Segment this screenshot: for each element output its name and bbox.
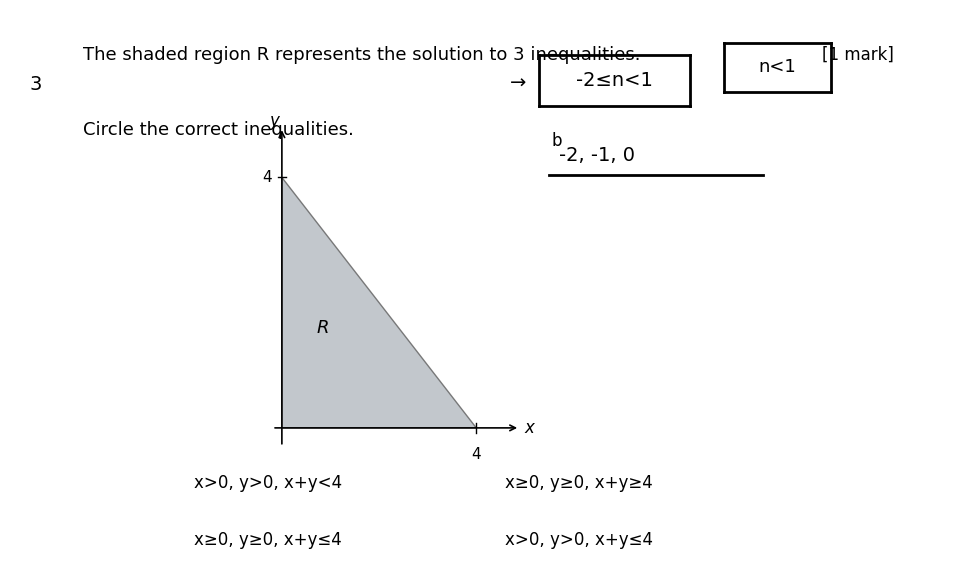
Polygon shape xyxy=(282,177,476,428)
Text: Circle the correct inequalities.: Circle the correct inequalities. xyxy=(83,121,354,138)
Text: 3: 3 xyxy=(29,75,42,94)
Text: x: x xyxy=(525,419,535,437)
Text: x≥0, y≥0, x+y≤4: x≥0, y≥0, x+y≤4 xyxy=(194,531,342,549)
Text: x>0, y>0, x+y≤4: x>0, y>0, x+y≤4 xyxy=(505,531,653,549)
Text: x>0, y>0, x+y<4: x>0, y>0, x+y<4 xyxy=(194,474,342,491)
Text: →: → xyxy=(510,73,527,93)
Text: x≥0, y≥0, x+y≥4: x≥0, y≥0, x+y≥4 xyxy=(505,474,653,491)
Text: [1 mark]: [1 mark] xyxy=(822,46,894,64)
Text: n<1: n<1 xyxy=(759,59,796,76)
Text: 4: 4 xyxy=(471,447,481,461)
Text: -2, -1, 0: -2, -1, 0 xyxy=(559,146,635,165)
Text: 4: 4 xyxy=(262,170,272,185)
Text: -2≤n<1: -2≤n<1 xyxy=(576,71,653,90)
Text: R: R xyxy=(317,319,330,337)
Text: The shaded region R represents the solution to 3 inequalities.: The shaded region R represents the solut… xyxy=(83,46,641,64)
Text: b: b xyxy=(551,132,562,150)
Text: y: y xyxy=(269,112,280,130)
